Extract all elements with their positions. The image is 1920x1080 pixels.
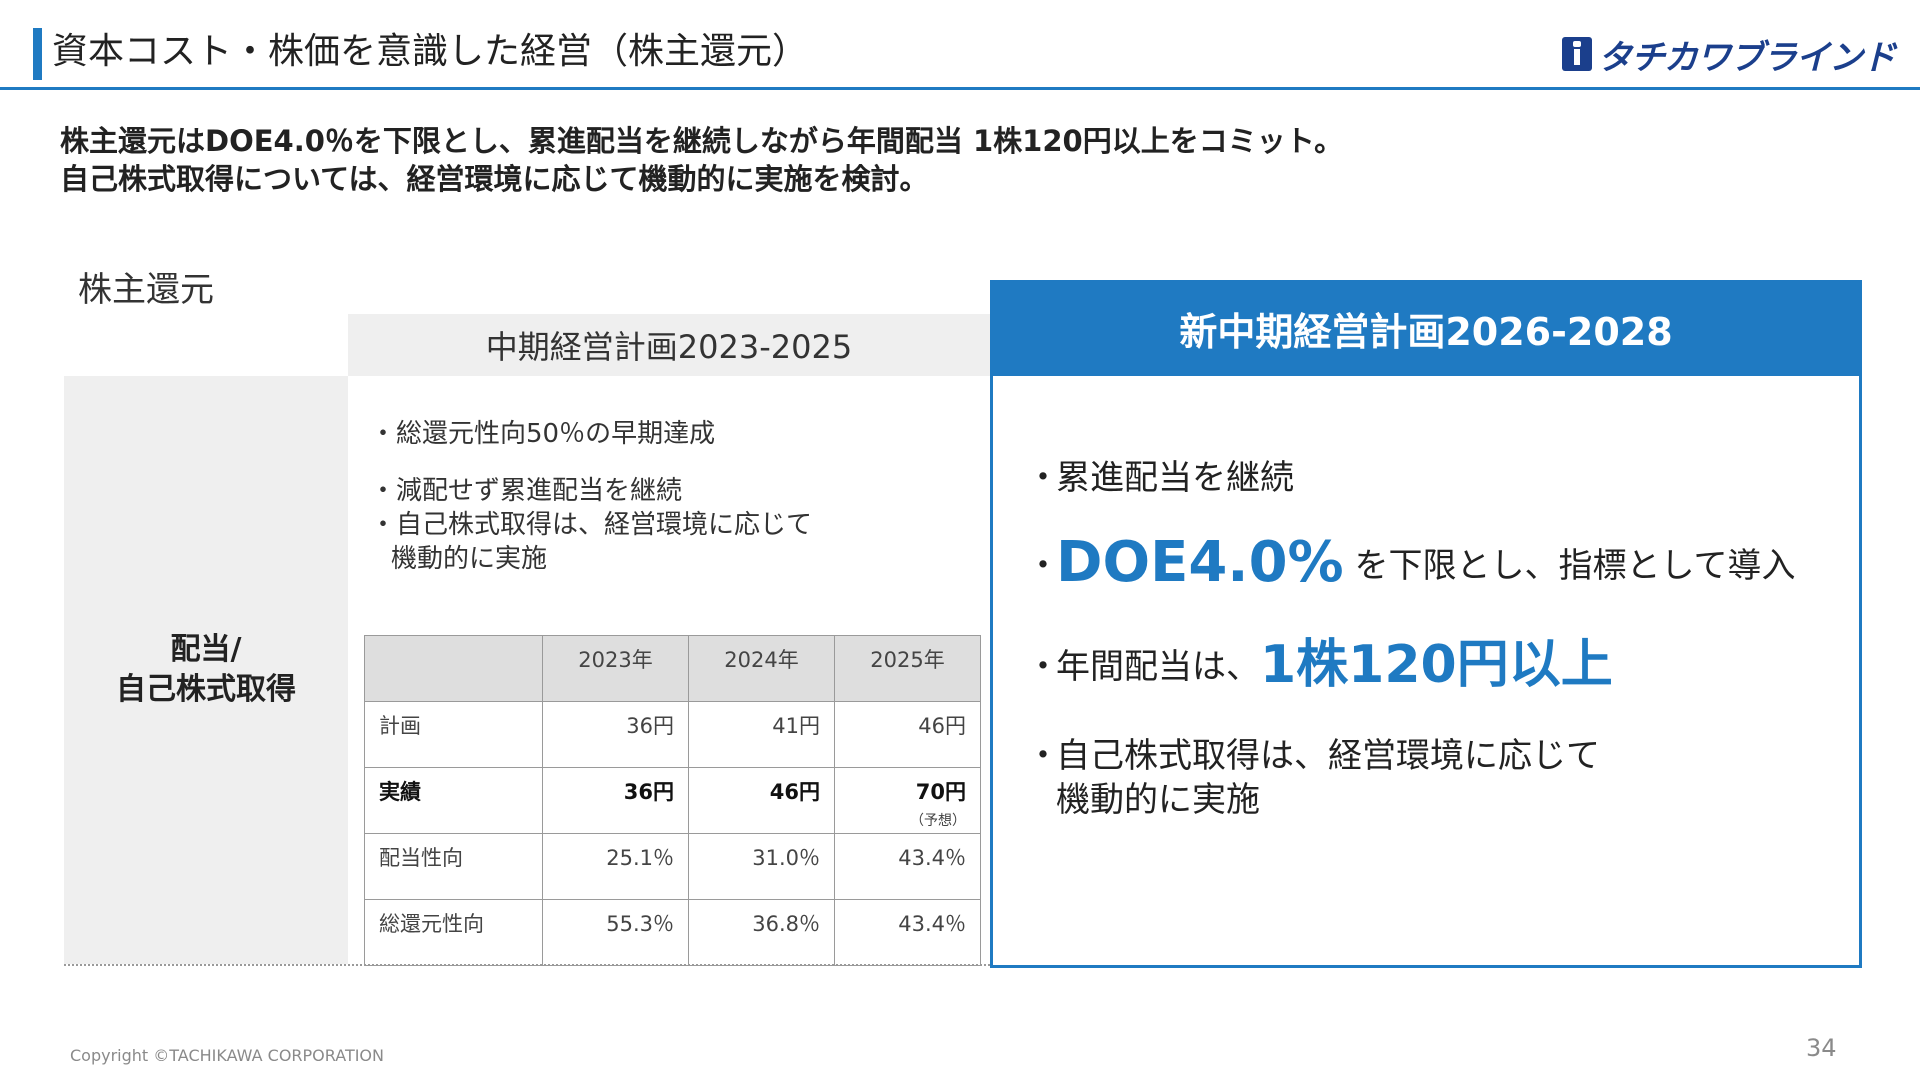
- new-plan-bullet-3: ・年間配当は、1株120円以上: [1026, 630, 1613, 702]
- table-corner-cell: [364, 635, 543, 702]
- table-row: 計画 36円 41円 46円: [364, 701, 981, 768]
- table-cell: 46円: [834, 701, 981, 768]
- table-column-header: 2024年: [688, 635, 835, 702]
- dividend-history-table: 2023年 2024年 2025年 計画 36円 41円 46円 実績 36円 …: [364, 635, 981, 966]
- table-cell: 55.3％: [542, 899, 689, 966]
- doe-highlight: DOE4.0%: [1056, 530, 1344, 595]
- company-logo: タチカワブラインド: [1562, 34, 1896, 78]
- previous-plan-bullet: ・総還元性向50％の早期達成: [370, 419, 716, 449]
- table-column-header: 2023年: [542, 635, 689, 702]
- table-cell: 36円: [542, 767, 689, 834]
- bullet-mark: ・: [1026, 458, 1060, 498]
- page-title: 資本コスト・株価を意識した経営（株主還元）: [52, 31, 809, 72]
- previous-plan-bullet-continuation: 機動的に実施: [391, 544, 548, 574]
- table-row: 総還元性向 55.3％ 36.8％ 43.4％: [364, 899, 981, 966]
- previous-plan-bullet: ・自己株式取得は、経営環境に応じて: [370, 510, 813, 540]
- table-row-label: 総還元性向: [364, 899, 543, 966]
- table-cell: 70円 （予想）: [834, 767, 981, 834]
- table-cell: 36円: [542, 701, 689, 768]
- page-number: 34: [1806, 1034, 1837, 1062]
- title-accent-bar: [33, 28, 42, 80]
- title-divider: [0, 87, 1920, 90]
- new-plan-header: 新中期経営計画2026-2028: [990, 280, 1862, 376]
- bullet-mark: ・: [1026, 736, 1060, 776]
- bullet-text: を下限とし、指標として導入: [1343, 546, 1796, 586]
- table-row-label: 配当性向: [364, 833, 543, 900]
- table-row-label: 計画: [364, 701, 543, 768]
- table-cell: 25.1％: [542, 833, 689, 900]
- table-column-header: 2025年: [834, 635, 981, 702]
- row-label-line-2: 自己株式取得: [116, 672, 296, 707]
- bullet-text: 年間配当は、: [1056, 647, 1260, 687]
- bullet-text: 累進配当を継続: [1056, 458, 1294, 498]
- table-cell: 31.0％: [688, 833, 835, 900]
- bullet-text: 自己株式取得は、経営環境に応じて: [1056, 736, 1600, 776]
- tachikawa-logo-icon: [1562, 37, 1592, 71]
- lead-statement-line-2: 自己株式取得については、経営環境に応じて機動的に実施を検討。: [60, 162, 929, 196]
- table-cell: 41円: [688, 701, 835, 768]
- previous-plan-bullet: ・減配せず累進配当を継続: [370, 476, 683, 506]
- new-plan-bullet-4: ・自己株式取得は、経営環境に応じて: [1026, 734, 1600, 778]
- table-header-row: 2023年 2024年 2025年: [364, 635, 981, 702]
- table-cell: 43.4％: [834, 899, 981, 966]
- table-cell: 36.8％: [688, 899, 835, 966]
- dotted-divider: [64, 964, 990, 966]
- bullet-mark: ・: [1026, 546, 1060, 586]
- table-cell: 46円: [688, 767, 835, 834]
- new-plan-bullet-2: ・DOE4.0% を下限とし、指標として導入: [1026, 528, 1795, 601]
- table-cell: 43.4％: [834, 833, 981, 900]
- lead-statement-line-1: 株主還元はDOE4.0％を下限とし、累進配当を継続しながら年間配当 1株120円…: [60, 124, 1344, 158]
- previous-plan-header: 中期経営計画2023-2025: [348, 314, 990, 376]
- new-plan-panel: [990, 280, 1862, 968]
- section-label: 株主還元: [78, 270, 214, 310]
- new-plan-bullet-4-continuation: 機動的に実施: [1056, 780, 1260, 820]
- bullet-mark: ・: [1026, 647, 1060, 687]
- table-row-label: 実績: [364, 767, 543, 834]
- dividend-highlight: 1株120円以上: [1260, 635, 1613, 695]
- new-plan-bullet-1: ・累進配当を継続: [1026, 454, 1294, 502]
- logo-text: タチカワブラインド: [1598, 37, 1896, 78]
- forecast-note: （予想）: [910, 813, 966, 829]
- row-label: 配当/ 自己株式取得: [64, 376, 348, 964]
- row-label-line-1: 配当/: [170, 632, 242, 667]
- copyright-text: Copyright ©TACHIKAWA CORPORATION: [70, 1046, 384, 1065]
- table-row: 配当性向 25.1％ 31.0％ 43.4％: [364, 833, 981, 900]
- table-row: 実績 36円 46円 70円 （予想）: [364, 767, 981, 834]
- table-cell-value: 70円: [915, 780, 966, 804]
